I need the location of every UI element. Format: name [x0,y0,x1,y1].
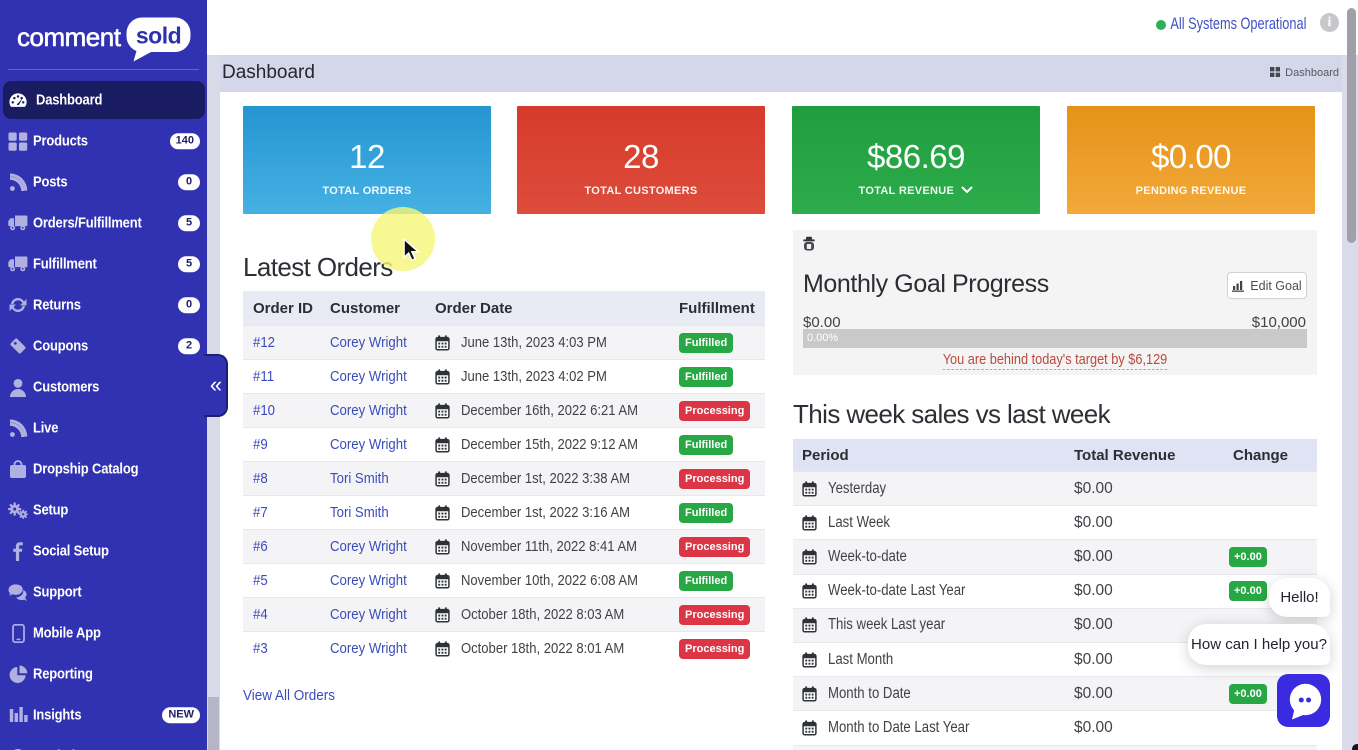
svg-text:sold: sold [136,23,181,49]
